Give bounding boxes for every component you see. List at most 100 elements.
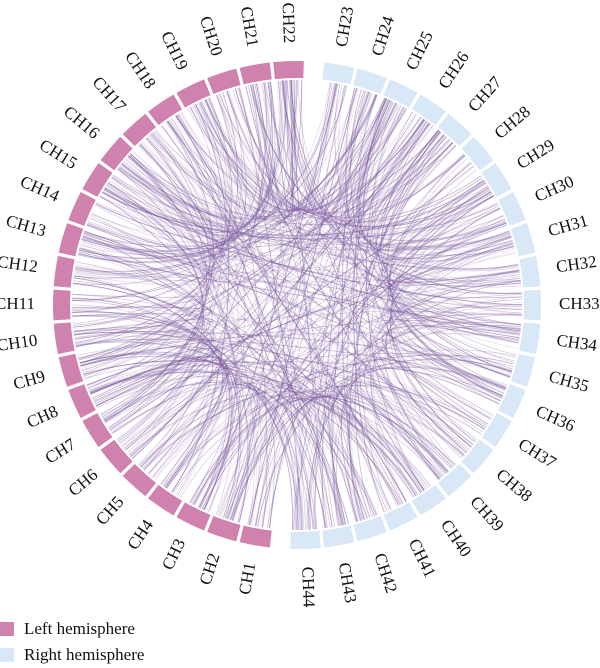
segment-ch20 bbox=[207, 68, 241, 94]
chord-link bbox=[391, 235, 512, 401]
chord-link bbox=[104, 187, 507, 246]
chord-link bbox=[379, 121, 467, 454]
chord-link bbox=[141, 141, 453, 468]
chord-link bbox=[325, 82, 493, 236]
chord-link bbox=[260, 195, 494, 528]
label-ch23: CH23 bbox=[332, 5, 358, 48]
chord-link bbox=[78, 332, 216, 407]
chord-link bbox=[381, 187, 520, 283]
chord-link bbox=[354, 122, 430, 518]
chord-link bbox=[189, 396, 449, 504]
chord-link bbox=[372, 180, 485, 503]
chord-link bbox=[87, 222, 522, 288]
chord-link bbox=[351, 269, 520, 520]
label-ch41: CH41 bbox=[405, 536, 440, 581]
segment-ch3 bbox=[176, 502, 211, 531]
chord-link bbox=[232, 134, 445, 521]
chord-link bbox=[87, 180, 221, 267]
chord-link bbox=[349, 208, 501, 521]
chord-link bbox=[375, 338, 511, 420]
chord-link bbox=[73, 306, 523, 335]
chord-link bbox=[201, 207, 501, 510]
chord-link bbox=[381, 195, 520, 284]
segment-ch13 bbox=[58, 223, 84, 257]
chord-link bbox=[226, 325, 522, 519]
chord-link bbox=[358, 100, 513, 260]
chord-link bbox=[72, 311, 234, 512]
chord-link bbox=[124, 81, 273, 451]
chord-link bbox=[250, 84, 522, 294]
label-ch37: CH37 bbox=[515, 434, 560, 472]
chord-link bbox=[112, 85, 262, 232]
chord-link bbox=[172, 82, 274, 221]
chord-link bbox=[83, 359, 482, 435]
chord-link bbox=[192, 270, 520, 505]
segment-ch44 bbox=[290, 530, 321, 549]
label-ch34: CH34 bbox=[555, 331, 598, 356]
chord-link bbox=[79, 224, 217, 281]
segment-ch12 bbox=[53, 255, 75, 288]
segment-ch43 bbox=[322, 525, 355, 548]
chord-link bbox=[79, 353, 368, 519]
segment-ch39 bbox=[438, 463, 472, 497]
chord-link bbox=[72, 283, 250, 523]
chord-link bbox=[140, 383, 260, 523]
chord-link bbox=[102, 190, 378, 516]
chord-link bbox=[333, 87, 447, 226]
chord-link bbox=[77, 83, 338, 263]
chord-link bbox=[336, 237, 512, 526]
label-ch8: CH8 bbox=[24, 401, 61, 431]
segment-ch29 bbox=[481, 162, 512, 198]
chord-link bbox=[204, 99, 483, 223]
chord-link bbox=[391, 222, 507, 419]
chord-link bbox=[145, 137, 511, 248]
chord-link bbox=[301, 80, 447, 220]
chord-link bbox=[81, 111, 230, 261]
chord-link bbox=[296, 393, 398, 531]
chord-link bbox=[79, 247, 423, 493]
chord-link bbox=[73, 108, 407, 279]
segment-ch41 bbox=[383, 502, 418, 531]
chord-link bbox=[74, 112, 226, 277]
chord-link bbox=[359, 106, 504, 250]
chord-link bbox=[89, 371, 440, 480]
label-ch14: CH14 bbox=[17, 172, 62, 206]
chord-link bbox=[93, 242, 514, 402]
chord-link bbox=[257, 359, 512, 527]
chord-link bbox=[103, 188, 521, 332]
chord-link bbox=[330, 381, 474, 526]
chord-link bbox=[224, 241, 514, 519]
chord-link bbox=[123, 384, 275, 529]
chord-link bbox=[104, 98, 388, 423]
chord-link bbox=[231, 79, 297, 521]
chord-link bbox=[86, 348, 222, 458]
chord-link bbox=[293, 161, 471, 531]
chord-link bbox=[347, 118, 442, 239]
chord-link bbox=[293, 249, 516, 531]
segment-ch37 bbox=[481, 412, 512, 448]
chord-link bbox=[73, 277, 443, 477]
segment-ch17 bbox=[122, 113, 156, 147]
chord-link bbox=[217, 91, 369, 516]
chord-link bbox=[261, 91, 368, 528]
chord-link bbox=[75, 265, 206, 377]
chord-link bbox=[172, 314, 522, 494]
chord-link bbox=[238, 100, 391, 523]
label-ch21: CH21 bbox=[237, 5, 263, 48]
chord-link bbox=[75, 328, 214, 405]
chord-link bbox=[79, 351, 294, 531]
segment-ch33 bbox=[523, 289, 541, 321]
chord-link bbox=[72, 315, 364, 521]
chord-link bbox=[118, 167, 500, 237]
chord-link bbox=[333, 304, 523, 526]
chord-link bbox=[120, 164, 519, 272]
chord-link bbox=[89, 369, 342, 526]
chord-link bbox=[140, 98, 231, 468]
segment-ch7 bbox=[82, 412, 113, 448]
chord-link bbox=[237, 87, 397, 212]
label-ch24: CH24 bbox=[367, 13, 398, 58]
chord-link bbox=[358, 94, 502, 399]
chord-link bbox=[348, 130, 441, 521]
chord-link bbox=[387, 154, 472, 448]
